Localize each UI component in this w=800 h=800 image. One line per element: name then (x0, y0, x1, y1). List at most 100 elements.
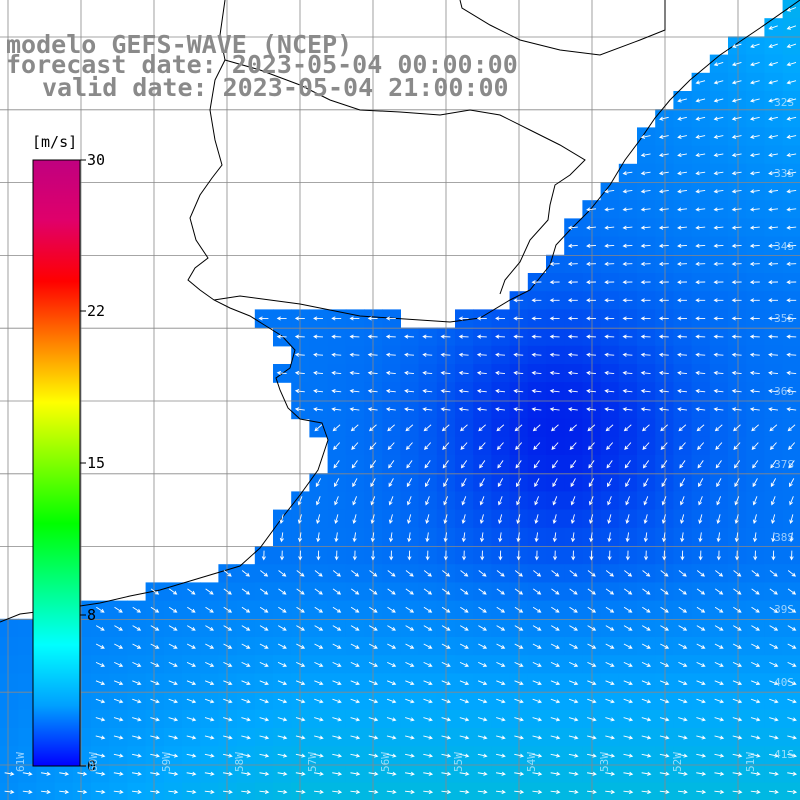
wind-vector-arrow (788, 460, 795, 469)
wind-vector-arrow (278, 570, 287, 577)
wind-vector-arrow (713, 334, 724, 339)
wind-vector-arrow (532, 753, 543, 758)
uruguay-coast (213, 0, 800, 323)
wind-vector-arrow (388, 478, 394, 488)
wind-vector-arrow (731, 407, 742, 412)
wind-vector-arrow (549, 316, 560, 321)
wind-vector-arrow (332, 643, 342, 649)
wind-vector-arrow (660, 625, 669, 631)
wind-vector-arrow (661, 460, 668, 469)
wind-vector-arrow (460, 588, 469, 595)
wind-vector-arrow (789, 550, 794, 561)
wind-vector-arrow (533, 460, 540, 469)
wind-vector-arrow (731, 298, 742, 303)
wind-vector-arrow (677, 116, 687, 121)
wind-vector-arrow (750, 753, 761, 758)
wind-vector-arrow (496, 680, 506, 686)
wind-vector-arrow (731, 280, 742, 285)
wind-vector-arrow (606, 460, 613, 469)
wind-vector-arrow (459, 771, 470, 776)
wind-vector-arrow (659, 771, 670, 776)
wind-vector-arrow (514, 771, 525, 776)
wind-vector-arrow (607, 532, 612, 543)
wind-vector-arrow (150, 789, 161, 794)
wind-vector-arrow (752, 496, 758, 506)
wind-vector-arrow (623, 698, 634, 704)
wind-vector-arrow (604, 370, 615, 376)
wind-vector-arrow (751, 588, 760, 595)
wind-vector-arrow (714, 717, 725, 722)
wind-vector-arrow (786, 389, 797, 394)
wind-vector-arrow (495, 407, 506, 412)
wind-vector-arrow (404, 789, 415, 794)
wind-vector-arrow (568, 698, 579, 704)
wind-vector-arrow (295, 771, 306, 776)
lon-label: 59W (160, 752, 173, 772)
wind-vector-arrow (459, 643, 469, 649)
wind-vector-arrow (789, 478, 795, 488)
wind-vector-arrow (370, 532, 375, 543)
wind-vector-arrow (113, 698, 124, 704)
wind-vector-arrow (259, 771, 270, 776)
wind-vector-arrow (587, 588, 596, 595)
wind-vector-arrow (658, 352, 669, 357)
wind-vector-arrow (680, 532, 685, 543)
wind-vector-arrow (769, 643, 779, 649)
wind-vector-arrow (696, 661, 706, 667)
wind-vector-arrow (732, 735, 743, 740)
wind-vector-arrow (751, 606, 760, 613)
wind-vector-arrow (713, 370, 724, 376)
wind-vector-arrow (477, 753, 488, 758)
wind-vector-arrow (405, 588, 414, 595)
wind-vector-arrow (241, 735, 251, 740)
wind-vector-arrow (441, 661, 451, 667)
wind-vector-arrow (279, 532, 284, 543)
wind-vector-arrow (114, 643, 124, 649)
wind-vector-arrow (749, 316, 760, 321)
wind-vector-arrow (751, 661, 761, 667)
lat-label: 35S (774, 312, 794, 325)
wind-vector-arrow (749, 134, 760, 139)
wind-vector-arrow (350, 661, 360, 667)
wind-vector-arrow (715, 570, 724, 577)
wind-vector-arrow (768, 370, 779, 376)
wind-vector-arrow (789, 496, 794, 506)
wind-vector-arrow (441, 424, 450, 432)
lon-label: 58W (233, 752, 246, 772)
wind-vector-arrow (713, 298, 724, 303)
wind-vector-arrow (241, 771, 252, 776)
wind-vector-arrow (586, 316, 597, 321)
wind-vector-arrow (113, 771, 124, 776)
coastline (0, 0, 329, 623)
wind-vector-arrow (568, 789, 579, 794)
wind-vector-arrow (769, 735, 779, 740)
lon-label: 51W (744, 752, 757, 772)
wind-vector-arrow (786, 116, 797, 121)
wind-vector-arrow (622, 171, 633, 176)
wind-vector-arrow (641, 717, 652, 722)
wind-vector-arrow (496, 643, 506, 649)
wind-vector-arrow (295, 735, 306, 740)
colorbar-tick: 22 (87, 302, 106, 320)
wind-vector-arrow (751, 570, 760, 577)
wind-vector-arrow (768, 152, 779, 158)
wind-vector-arrow (496, 698, 506, 704)
wind-vector-arrow (386, 789, 397, 794)
wind-vector-arrow (715, 442, 723, 450)
wind-vector-arrow (532, 698, 543, 704)
wind-vector-arrow (314, 606, 324, 613)
wind-vector-arrow (623, 643, 633, 649)
wind-vector-arrow (406, 460, 413, 469)
wind-vector-arrow (332, 789, 343, 794)
wind-vector-arrow (731, 171, 742, 176)
wind-vector-arrow (132, 625, 142, 631)
wind-vector-arrow (549, 389, 560, 394)
wind-vector-arrow (331, 370, 342, 376)
wind-vector-arrow (604, 316, 615, 321)
wind-vector-arrow (695, 116, 706, 121)
wind-speed-cell (18, 655, 37, 674)
wind-vector-arrow (549, 261, 560, 267)
wind-vector-arrow (422, 370, 433, 376)
wind-vector-arrow (367, 334, 378, 339)
wind-vector-arrow (478, 625, 487, 631)
